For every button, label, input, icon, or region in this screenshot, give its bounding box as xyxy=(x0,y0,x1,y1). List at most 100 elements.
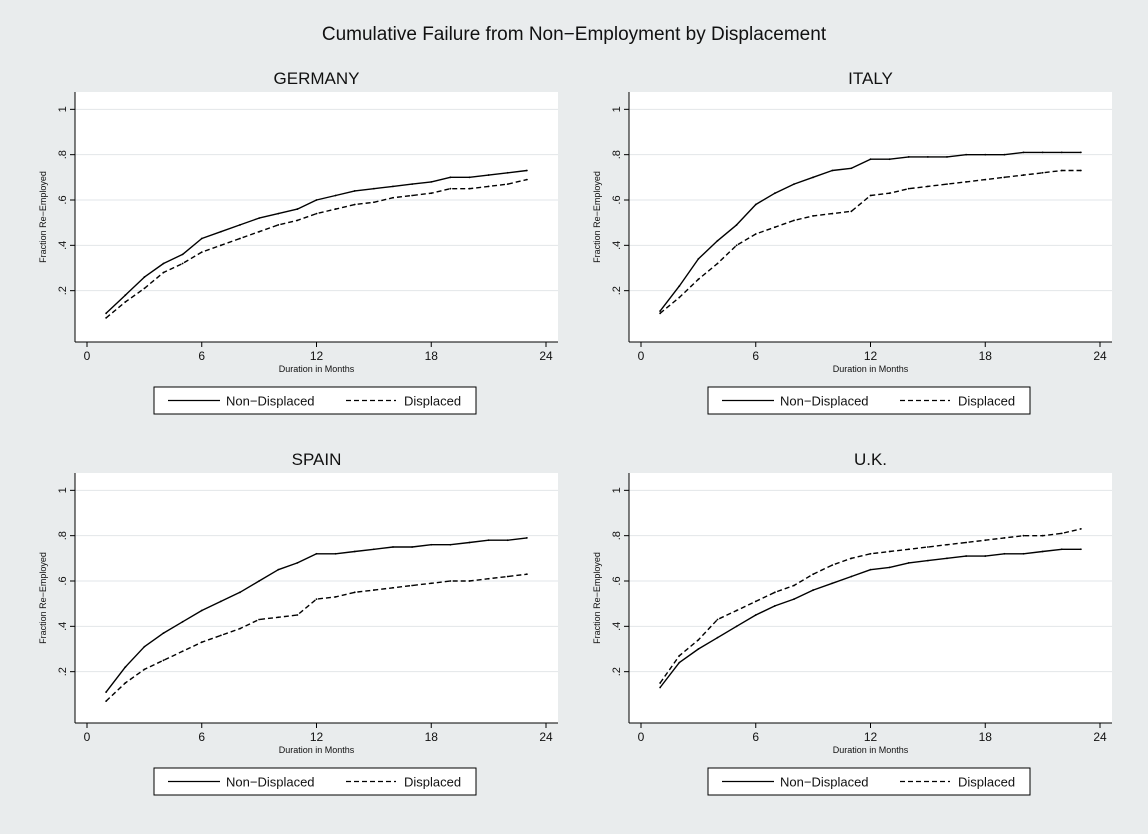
data-point xyxy=(869,194,872,197)
data-point xyxy=(506,575,509,578)
data-point xyxy=(850,575,853,578)
data-point xyxy=(773,192,776,195)
data-point xyxy=(372,187,375,190)
data-point xyxy=(716,239,719,242)
panel-title: SPAIN xyxy=(292,450,342,469)
data-point xyxy=(392,196,394,199)
data-point xyxy=(277,224,280,226)
data-point xyxy=(219,634,222,637)
data-point xyxy=(678,654,681,657)
data-point xyxy=(258,217,261,220)
data-point xyxy=(430,543,433,546)
data-point xyxy=(239,237,241,240)
data-point xyxy=(754,600,757,603)
data-point xyxy=(105,691,108,693)
data-point xyxy=(372,548,375,551)
x-tick-label: 18 xyxy=(425,349,439,363)
data-point xyxy=(678,661,681,664)
y-tick-label: .8 xyxy=(611,150,623,159)
data-point xyxy=(449,543,452,546)
data-point xyxy=(258,618,261,621)
legend-label: Non−Displaced xyxy=(226,775,315,790)
data-point xyxy=(219,244,222,247)
data-point xyxy=(735,244,738,247)
y-tick-label: 1 xyxy=(57,487,69,493)
data-point xyxy=(1022,174,1025,176)
data-point xyxy=(200,609,203,612)
x-tick-label: 24 xyxy=(539,730,553,744)
data-point xyxy=(430,192,433,195)
y-tick-label: .4 xyxy=(57,241,69,250)
data-point xyxy=(754,203,757,206)
data-point xyxy=(392,546,394,548)
data-point xyxy=(411,194,414,197)
x-tick-label: 18 xyxy=(979,349,993,363)
legend: Non−Displaced Displaced xyxy=(153,386,477,415)
data-point xyxy=(506,183,509,186)
y-tick-label: .6 xyxy=(57,195,69,204)
x-axis-label: Duration in Months xyxy=(833,745,909,755)
data-point xyxy=(392,586,394,589)
y-tick-label: .8 xyxy=(57,150,69,159)
data-point xyxy=(850,210,853,213)
data-point xyxy=(1041,151,1044,154)
series-line-displaced xyxy=(105,178,528,319)
plot-area xyxy=(629,92,1112,342)
data-point xyxy=(1003,153,1006,156)
data-point xyxy=(678,285,681,288)
data-point xyxy=(926,185,929,188)
data-point xyxy=(754,614,757,616)
data-point xyxy=(105,316,108,319)
panel-title: U.K. xyxy=(854,450,887,469)
data-point xyxy=(296,208,299,210)
x-axis-label: Duration in Months xyxy=(279,364,355,374)
y-tick-label: .8 xyxy=(611,531,623,540)
data-point xyxy=(468,187,471,190)
y-tick-label: .4 xyxy=(611,241,623,250)
x-tick-label: 0 xyxy=(638,349,645,363)
data-point xyxy=(1041,534,1044,537)
x-tick-label: 24 xyxy=(539,349,553,363)
data-point xyxy=(525,573,528,576)
data-point xyxy=(105,312,108,315)
panel-title: ITALY xyxy=(848,69,893,88)
data-point xyxy=(449,176,452,179)
data-point xyxy=(258,580,261,582)
data-point xyxy=(411,183,414,186)
data-point xyxy=(181,620,184,623)
legend-label: Non−Displaced xyxy=(780,394,869,409)
y-tick-label: .8 xyxy=(57,531,69,540)
data-point xyxy=(907,548,910,551)
data-point xyxy=(965,153,968,156)
data-point xyxy=(735,224,738,226)
data-point xyxy=(716,636,719,639)
x-tick-label: 18 xyxy=(979,730,993,744)
data-point xyxy=(926,156,929,158)
data-point xyxy=(1079,527,1082,530)
data-point xyxy=(124,301,127,303)
data-point xyxy=(984,555,987,557)
y-tick-label: .2 xyxy=(57,667,69,676)
x-tick-label: 0 xyxy=(84,730,91,744)
y-tick-label: .4 xyxy=(611,622,623,631)
y-tick-label: .6 xyxy=(611,195,623,204)
data-point xyxy=(143,668,146,671)
y-tick-label: .2 xyxy=(611,286,623,295)
data-point xyxy=(735,609,738,612)
legend: Non−Displaced Displaced xyxy=(707,386,1031,415)
data-point xyxy=(697,258,700,260)
data-point xyxy=(1060,169,1063,172)
y-tick-label: .2 xyxy=(57,286,69,295)
y-tick-label: .6 xyxy=(57,576,69,585)
x-tick-label: 0 xyxy=(638,730,645,744)
data-point xyxy=(487,174,490,176)
data-point xyxy=(793,219,795,222)
data-point xyxy=(984,539,987,542)
data-point xyxy=(659,310,662,312)
data-point xyxy=(831,169,834,172)
data-point xyxy=(296,561,299,564)
data-point xyxy=(200,251,203,254)
data-point xyxy=(468,176,471,179)
data-point xyxy=(984,153,987,156)
